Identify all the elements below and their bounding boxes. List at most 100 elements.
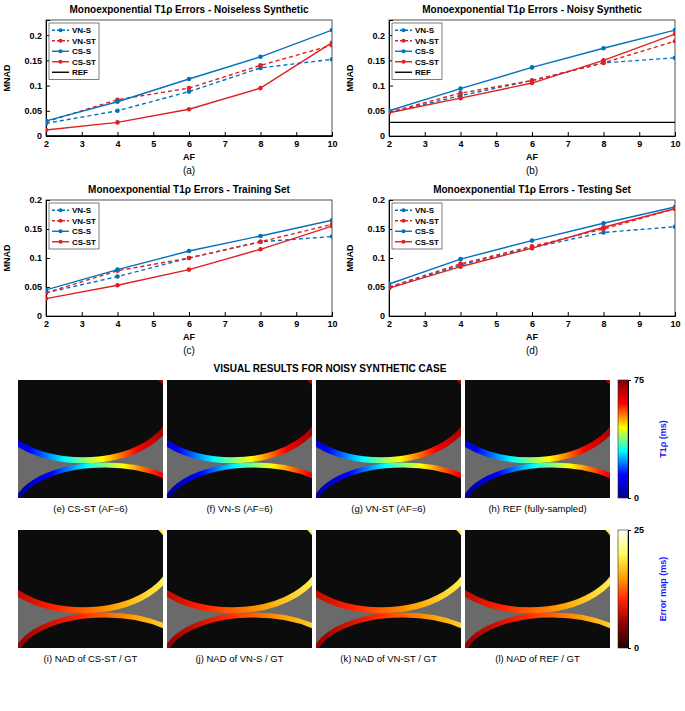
image-panel <box>18 530 163 648</box>
image-cartilage <box>316 530 461 610</box>
series-marker <box>673 224 675 229</box>
x-tick: 9 <box>294 132 299 149</box>
series-marker <box>258 86 263 91</box>
x-tick: 6 <box>530 132 535 149</box>
x-tick-mark <box>639 132 640 136</box>
line-chart: 234567891000.050.10.150.2Monoexponential… <box>2 4 338 176</box>
x-tick-label: 2 <box>387 319 392 329</box>
y-tick-mark <box>46 316 50 317</box>
panel-caption: (j) NAD of VN-S / GT <box>195 653 283 664</box>
series-marker <box>258 55 263 60</box>
y-tick-label: 0.15 <box>367 224 385 234</box>
x-tick-mark <box>225 312 226 316</box>
y-tick-mark <box>389 136 393 137</box>
image-cartilage <box>167 465 312 498</box>
image-bone <box>465 380 610 460</box>
y-axis-title: MNAD <box>2 244 12 271</box>
y-tick-label: 0.2 <box>372 195 385 205</box>
x-tick-label: 4 <box>458 139 463 149</box>
y-tick: 0.2 <box>29 195 50 205</box>
x-tick: 4 <box>115 312 120 329</box>
x-tick-mark <box>261 312 262 316</box>
series-line <box>389 227 675 288</box>
y-tick-label: 0 <box>380 131 385 141</box>
legend-marker <box>402 49 406 53</box>
x-tick: 3 <box>80 312 85 329</box>
image-panel <box>167 380 312 498</box>
x-tick-mark <box>604 312 605 316</box>
image-cartilage <box>465 380 610 460</box>
image-bone <box>167 615 312 648</box>
x-tick-mark <box>153 312 154 316</box>
y-tick-label: 0.15 <box>24 56 42 66</box>
legend-label: VN-S <box>415 26 435 35</box>
colorbar-tick: 0 <box>628 643 639 653</box>
series-marker <box>115 274 120 279</box>
series-marker <box>601 225 606 230</box>
colorbar-tick-label: 25 <box>634 525 644 535</box>
series-marker <box>673 39 675 44</box>
y-tick: 0.2 <box>372 31 393 41</box>
colorbar-tick: 0 <box>628 493 639 503</box>
y-axis: 00.050.10.150.2 <box>367 195 393 321</box>
series-marker <box>673 56 675 61</box>
y-tick-mark <box>389 200 393 201</box>
x-tick-label: 4 <box>115 319 120 329</box>
colorbar-tick: 75 <box>628 375 644 385</box>
series-line <box>46 226 332 299</box>
series-marker <box>187 77 192 82</box>
legend-marker <box>59 49 63 53</box>
x-tick: 5 <box>151 132 156 149</box>
legend-label: CS-ST <box>72 238 96 247</box>
colorbar-title: Error map (ms) <box>658 557 668 622</box>
y-tick-label: 0 <box>37 311 42 321</box>
y-tick: 0.15 <box>24 224 50 234</box>
image-bone <box>316 530 461 610</box>
legend-box <box>49 23 99 80</box>
legend-swatch <box>395 72 412 73</box>
colorbar-tick-label: 75 <box>634 375 644 385</box>
series-marker <box>258 63 263 68</box>
image-cartilage <box>316 380 461 460</box>
legend-marker <box>59 219 63 223</box>
y-axis-title: MNAD <box>2 64 12 91</box>
image-panel <box>316 380 461 498</box>
x-tick-label: 3 <box>80 319 85 329</box>
x-tick-label: 8 <box>601 319 606 329</box>
y-tick-label: 0.1 <box>372 253 385 263</box>
x-tick-mark <box>532 132 533 136</box>
section-title: VISUAL RESULTS FOR NOISY SYNTHETIC CASE <box>214 363 447 374</box>
series-marker <box>115 108 120 113</box>
x-tick: 7 <box>566 312 571 329</box>
y-tick-label: 0.15 <box>367 56 385 66</box>
series-marker <box>601 58 606 63</box>
y-tick: 0.05 <box>367 106 393 116</box>
x-axis-line <box>390 132 676 137</box>
legend: VN-SVN-STCS-SCS-ST <box>49 203 99 249</box>
plot-frame <box>46 20 332 136</box>
y-tick-label: 0.1 <box>372 81 385 91</box>
colorbar-tick-mark <box>628 530 631 531</box>
series-marker <box>187 249 192 254</box>
y-tick-mark <box>46 200 50 201</box>
x-tick-label: 10 <box>670 139 680 149</box>
plot-data <box>46 218 332 301</box>
x-tick-label: 8 <box>601 139 606 149</box>
legend-marker <box>59 39 63 43</box>
x-axis-title: AF <box>183 152 195 162</box>
image-cartilage <box>18 615 163 648</box>
x-axis-line <box>47 132 333 137</box>
x-tick: 6 <box>530 312 535 329</box>
x-tick: 8 <box>258 312 263 329</box>
legend-marker <box>402 229 406 233</box>
series-marker <box>187 107 192 112</box>
x-tick-mark <box>461 132 462 136</box>
y-tick-label: 0.05 <box>24 282 42 292</box>
image-bone <box>18 530 163 610</box>
image-bone <box>167 530 312 610</box>
image-bone <box>18 380 163 460</box>
y-tick: 0.15 <box>24 56 50 66</box>
x-tick: 10 <box>327 312 337 329</box>
legend-label: CS-S <box>72 227 92 236</box>
colorbar-axis: 0 75 <box>628 375 644 503</box>
